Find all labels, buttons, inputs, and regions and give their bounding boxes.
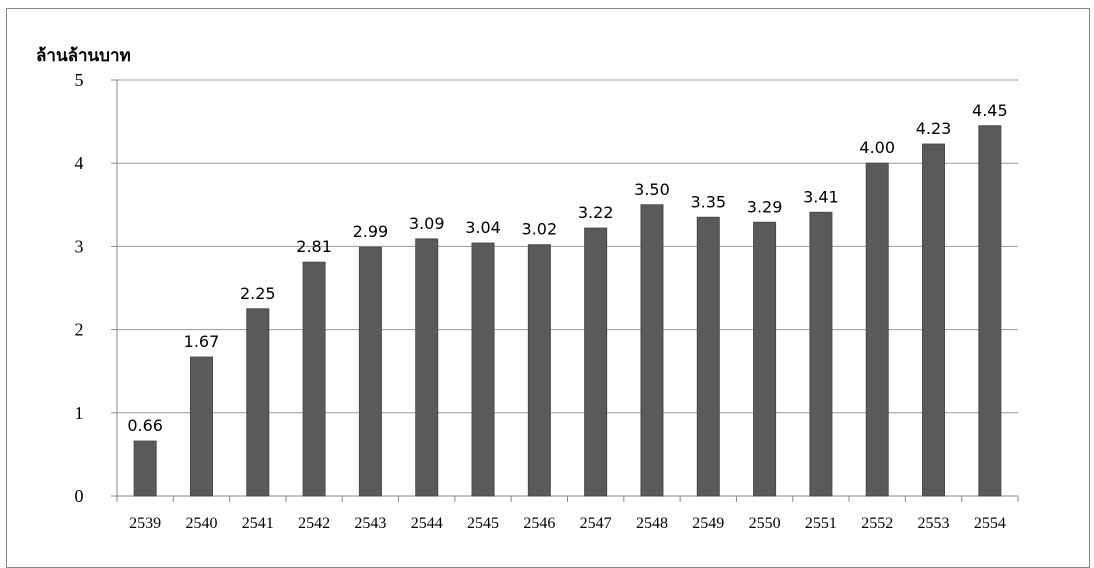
x-tick-label-2542: 2542	[298, 515, 330, 532]
y-axis-unit-label: ล้านล้านบาท	[36, 46, 131, 66]
bar-2550	[753, 221, 777, 497]
data-label-2546: 3.02	[522, 220, 558, 239]
y-tick-label-2: 2	[75, 320, 84, 340]
bar-2540	[189, 356, 213, 497]
data-label-2551: 3.41	[803, 187, 839, 206]
data-label-2544: 3.09	[409, 214, 445, 233]
bar-2543	[358, 246, 382, 497]
bar-2548	[640, 204, 664, 497]
x-tick-label-2546: 2546	[523, 515, 555, 532]
data-label-2548: 3.50	[634, 180, 670, 199]
x-tick-label-2549: 2549	[692, 515, 724, 532]
x-tick-label-2553: 2553	[918, 515, 950, 532]
data-label-2552: 4.00	[859, 138, 895, 157]
data-label-2541: 2.25	[240, 284, 276, 303]
bar-2552	[865, 162, 889, 497]
x-tick-label-2550: 2550	[749, 515, 781, 532]
x-tick-label-2547: 2547	[580, 515, 612, 532]
bar-2547	[584, 227, 608, 497]
x-tick-label-2548: 2548	[636, 515, 668, 532]
data-label-2539: 0.66	[127, 416, 163, 435]
x-tick-label-2540: 2540	[185, 515, 217, 532]
data-label-2543: 2.99	[353, 222, 389, 241]
data-label-2550: 3.29	[747, 197, 783, 216]
y-tick-label-4: 4	[75, 153, 84, 173]
bar-2551	[809, 211, 833, 497]
x-tick-label-2541: 2541	[242, 515, 274, 532]
x-tick-label-2552: 2552	[861, 515, 893, 532]
bar-2546	[527, 244, 551, 497]
data-label-2547: 3.22	[578, 203, 614, 222]
bar-2544	[415, 238, 439, 497]
y-tick-label-0: 0	[75, 486, 84, 506]
data-label-2549: 3.35	[690, 192, 726, 211]
x-tick-label-2543: 2543	[354, 515, 386, 532]
data-label-2542: 2.81	[296, 237, 332, 256]
bar-2539	[133, 440, 157, 497]
x-tick-label-2551: 2551	[805, 515, 837, 532]
data-label-2545: 3.04	[465, 218, 501, 237]
bar-2545	[471, 242, 495, 497]
bar-2549	[696, 216, 720, 497]
x-tick-label-2554: 2554	[974, 515, 1006, 532]
y-tick-label-5: 5	[75, 70, 84, 90]
y-tick-label-1: 1	[75, 403, 84, 423]
bar-2541	[246, 308, 270, 497]
bar-2542	[302, 261, 326, 497]
bar-2553	[922, 143, 946, 497]
bar-2554	[978, 125, 1002, 497]
data-label-2540: 1.67	[184, 332, 220, 351]
x-tick-label-2544: 2544	[411, 515, 443, 532]
x-tick-label-2539: 2539	[129, 515, 161, 532]
data-label-2553: 4.23	[916, 119, 952, 138]
bar-chart: 0 1 2 3 4 5 0.66 2539 1.67 2540 2.25 2541 2.81 2542 2.…	[75, 70, 1019, 532]
y-tick-label-3: 3	[75, 236, 84, 256]
x-tick-label-2545: 2545	[467, 515, 499, 532]
data-label-2554: 4.45	[972, 101, 1008, 120]
